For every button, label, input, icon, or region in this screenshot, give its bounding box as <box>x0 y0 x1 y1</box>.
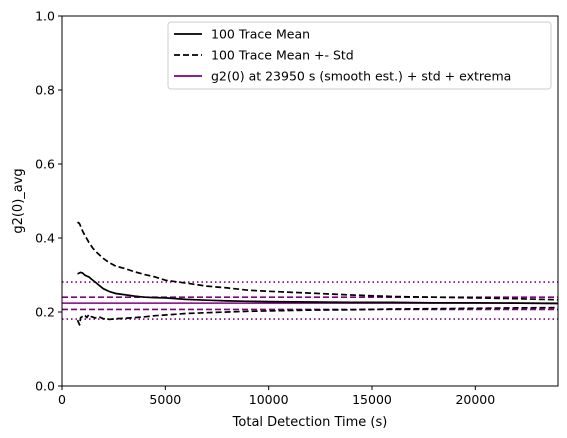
y-axis-label: g2(0)_avg <box>11 168 26 233</box>
y-tick-label: 0.4 <box>35 231 55 246</box>
series-line-2 <box>76 306 559 326</box>
y-tick-label: 0.6 <box>35 157 55 172</box>
series-line-1 <box>77 221 559 301</box>
y-tick-label: 0.2 <box>35 305 55 320</box>
legend-label-mean: 100 Trace Mean <box>211 27 310 42</box>
legend-label-std: 100 Trace Mean +- Std <box>211 48 354 63</box>
x-tick-label: 0 <box>58 392 66 407</box>
plot-frame <box>61 15 559 387</box>
x-axis-ticks: 0 5000 10000 15000 20000 <box>58 386 495 407</box>
series-line-0 <box>77 271 559 305</box>
x-axis-label: Total Detection Time (s) <box>232 415 388 430</box>
y-tick-label: 0.0 <box>35 379 55 394</box>
x-tick-label: 15000 <box>352 392 392 407</box>
legend: 100 Trace Mean 100 Trace Mean +- Std g2(… <box>167 21 552 90</box>
x-tick-label: 5000 <box>149 392 181 407</box>
y-tick-label: 1.0 <box>35 9 55 24</box>
y-tick-label: 0.8 <box>35 83 55 98</box>
y-axis-ticks: 0.0 0.2 0.4 0.6 0.8 1.0 <box>35 9 62 394</box>
legend-box <box>167 21 552 90</box>
legend-label-g2-estimate: g2(0) at 23950 s (smooth est.) + std + e… <box>211 69 511 84</box>
series-lines <box>76 221 559 326</box>
x-tick-label: 10000 <box>249 392 289 407</box>
x-tick-label: 20000 <box>455 392 495 407</box>
